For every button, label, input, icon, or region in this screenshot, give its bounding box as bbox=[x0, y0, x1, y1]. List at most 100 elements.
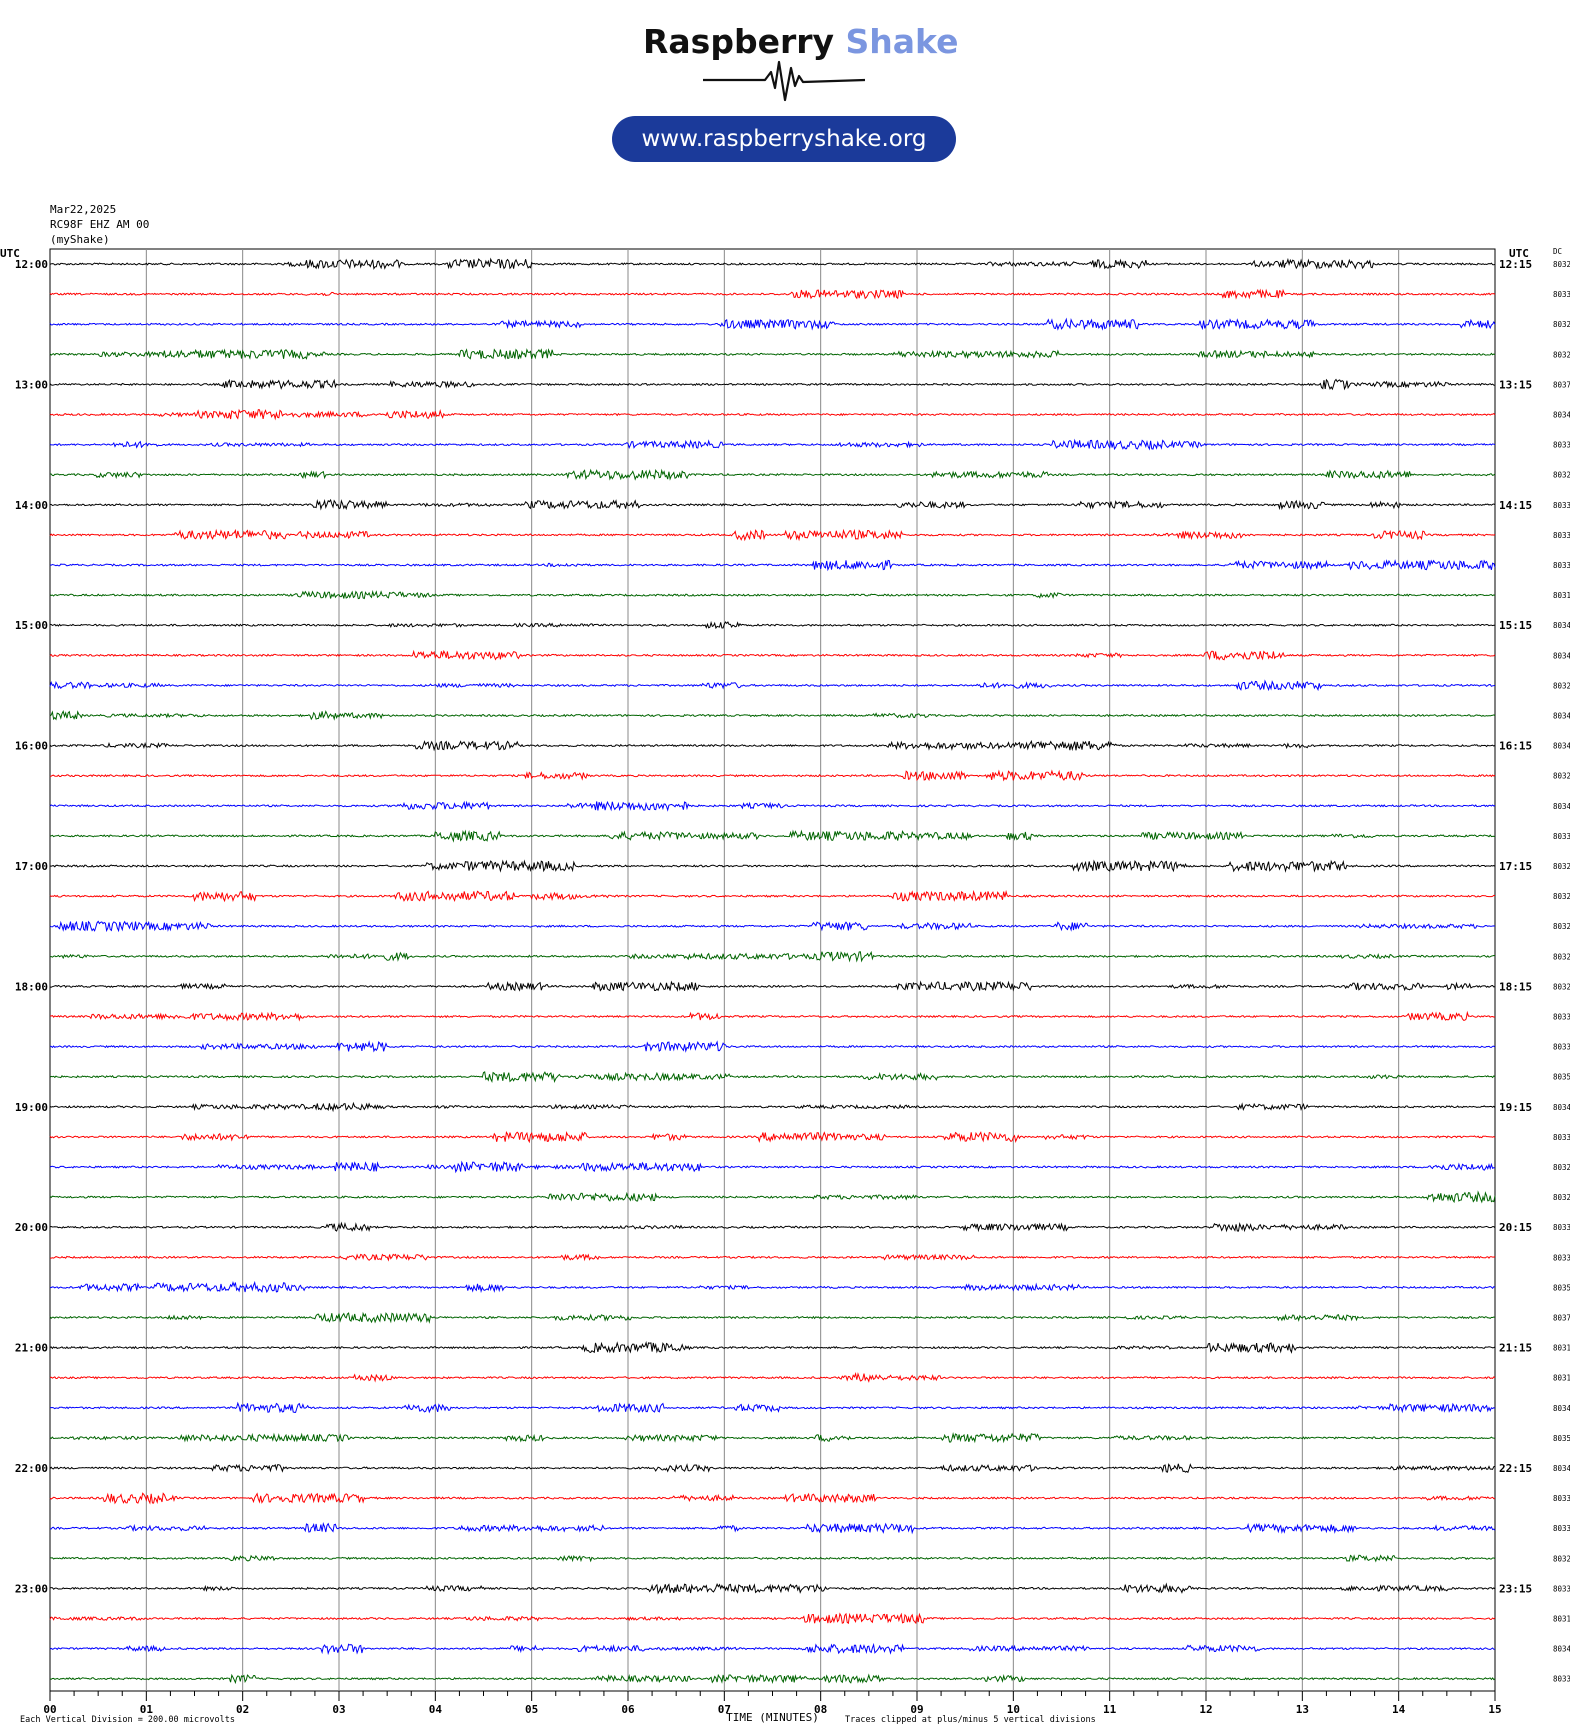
seismic-trace bbox=[50, 1010, 1496, 1022]
row-dc-label: 8033 bbox=[1553, 441, 1570, 450]
seismic-trace bbox=[49, 1642, 1496, 1656]
row-left-time-label: 13:00 bbox=[15, 378, 48, 391]
row-dc-label: 8032 bbox=[1553, 1193, 1570, 1202]
x-tick-label: 11 bbox=[1103, 1703, 1117, 1716]
seismic-trace bbox=[49, 800, 1496, 812]
seismic-trace bbox=[49, 889, 1496, 903]
seismic-trace bbox=[49, 1190, 1496, 1204]
seismic-trace bbox=[49, 348, 1496, 360]
seismic-trace bbox=[49, 1612, 1496, 1625]
row-dc-label: 8032 bbox=[1553, 772, 1570, 781]
row-dc-label: 8034 bbox=[1553, 1645, 1570, 1654]
seismic-trace bbox=[49, 769, 1496, 782]
seismic-trace bbox=[49, 1341, 1496, 1354]
row-left-time-label: 14:00 bbox=[15, 499, 48, 512]
seismic-trace bbox=[49, 559, 1496, 572]
row-dc-label: 8032 bbox=[1553, 1163, 1570, 1172]
row-right-time-label: 21:15 bbox=[1499, 1342, 1532, 1355]
x-tick-label: 12 bbox=[1199, 1703, 1212, 1716]
logo-wordmark: Raspberry Shake bbox=[643, 22, 959, 61]
seismic-trace bbox=[49, 378, 1496, 391]
row-left-time-label: 17:00 bbox=[15, 860, 48, 873]
row-right-time-label: 19:15 bbox=[1499, 1101, 1532, 1114]
seismic-trace bbox=[49, 620, 1495, 630]
row-dc-label: 8032 bbox=[1553, 681, 1570, 690]
raspberry-shake-logo: Raspberry Shake bbox=[643, 22, 959, 102]
seismic-trace bbox=[49, 980, 1496, 992]
x-tick-label: 03 bbox=[332, 1703, 345, 1716]
row-dc-label: 8034 bbox=[1553, 651, 1570, 660]
seismic-trace bbox=[49, 498, 1496, 511]
x-tick-label: 09 bbox=[910, 1703, 923, 1716]
x-tick-label: 13 bbox=[1296, 1703, 1309, 1716]
right-utc-label: UTC bbox=[1509, 247, 1529, 260]
seismic-trace bbox=[49, 649, 1496, 661]
seismic-trace bbox=[49, 1160, 1496, 1174]
seismic-trace bbox=[50, 468, 1496, 481]
header-date: Mar22,2025 bbox=[50, 203, 117, 216]
x-tick-label: 08 bbox=[814, 1703, 827, 1716]
row-dc-label: 8034 bbox=[1553, 1404, 1570, 1413]
row-dc-label: 8031 bbox=[1553, 1374, 1570, 1383]
x-axis-label: TIME (MINUTES) bbox=[726, 1711, 819, 1724]
x-tick-label: 14 bbox=[1392, 1703, 1406, 1716]
row-dc-label: 8035 bbox=[1553, 1434, 1570, 1443]
row-right-time-label: 22:15 bbox=[1499, 1462, 1532, 1475]
row-dc-label: 8032 bbox=[1553, 471, 1570, 480]
x-tick-label: 01 bbox=[140, 1703, 154, 1716]
seismic-trace bbox=[50, 1253, 1496, 1262]
x-tick-label: 02 bbox=[236, 1703, 249, 1716]
clip-note: Traces clipped at plus/minus 5 vertical … bbox=[845, 1715, 1096, 1725]
row-dc-label: 8033 bbox=[1553, 501, 1570, 510]
row-dc-label: 8035 bbox=[1553, 1283, 1570, 1292]
seismic-trace bbox=[49, 679, 1496, 692]
row-right-time-label: 23:15 bbox=[1499, 1582, 1532, 1595]
row-dc-label: 8034 bbox=[1553, 712, 1570, 721]
header-station: RC98F EHZ AM 00 bbox=[50, 218, 150, 231]
row-dc-label: 8031 bbox=[1553, 591, 1570, 600]
row-dc-label: 8032 bbox=[1553, 260, 1570, 269]
row-left-time-label: 19:00 bbox=[15, 1101, 48, 1114]
header-network: (myShake) bbox=[50, 233, 110, 246]
row-dc-label: 8033 bbox=[1553, 1223, 1570, 1232]
seismic-trace bbox=[49, 710, 1496, 721]
row-right-time-label: 13:15 bbox=[1499, 378, 1532, 391]
row-right-time-label: 17:15 bbox=[1499, 860, 1532, 873]
x-tick-label: 05 bbox=[525, 1703, 538, 1716]
seismic-trace bbox=[49, 1432, 1496, 1444]
seismic-trace bbox=[49, 1673, 1496, 1685]
seismic-trace bbox=[49, 438, 1496, 451]
row-dc-label: 8032 bbox=[1553, 952, 1570, 961]
row-left-time-label: 22:00 bbox=[15, 1462, 48, 1475]
row-dc-label: 8032 bbox=[1553, 982, 1570, 991]
row-dc-label: 8037 bbox=[1553, 1314, 1570, 1323]
row-dc-label: 8031 bbox=[1553, 1344, 1570, 1353]
seismic-trace bbox=[50, 1554, 1496, 1563]
logo-seismic-wave-icon bbox=[703, 60, 866, 102]
row-right-time-label: 15:15 bbox=[1499, 619, 1532, 632]
seismic-trace bbox=[49, 528, 1496, 542]
seismic-trace bbox=[49, 920, 1496, 933]
seismic-trace bbox=[49, 829, 1496, 843]
x-tick-label: 00 bbox=[43, 1703, 56, 1716]
seismic-trace bbox=[49, 1101, 1496, 1113]
row-dc-label: 8033 bbox=[1553, 1524, 1570, 1533]
row-dc-label: 8033 bbox=[1553, 531, 1570, 540]
row-right-time-label: 20:15 bbox=[1499, 1221, 1532, 1234]
seismic-trace bbox=[49, 1492, 1496, 1505]
left-utc-label: UTC bbox=[0, 247, 20, 260]
website-url-badge[interactable]: www.raspberryshake.org bbox=[612, 116, 956, 162]
x-tick-label: 07 bbox=[718, 1703, 731, 1716]
seismic-trace bbox=[49, 1372, 1496, 1383]
seismic-trace bbox=[49, 257, 1496, 270]
seismic-trace bbox=[49, 1311, 1496, 1324]
row-dc-label: 8034 bbox=[1553, 742, 1570, 751]
row-right-time-label: 12:15 bbox=[1499, 258, 1532, 271]
row-left-time-label: 16:00 bbox=[15, 740, 48, 753]
row-dc-label: 8032 bbox=[1553, 892, 1570, 901]
row-dc-label: 8033 bbox=[1553, 1043, 1570, 1052]
row-dc-label: 8032 bbox=[1553, 350, 1570, 359]
seismic-trace bbox=[49, 1521, 1496, 1535]
x-tick-label: 04 bbox=[429, 1703, 443, 1716]
